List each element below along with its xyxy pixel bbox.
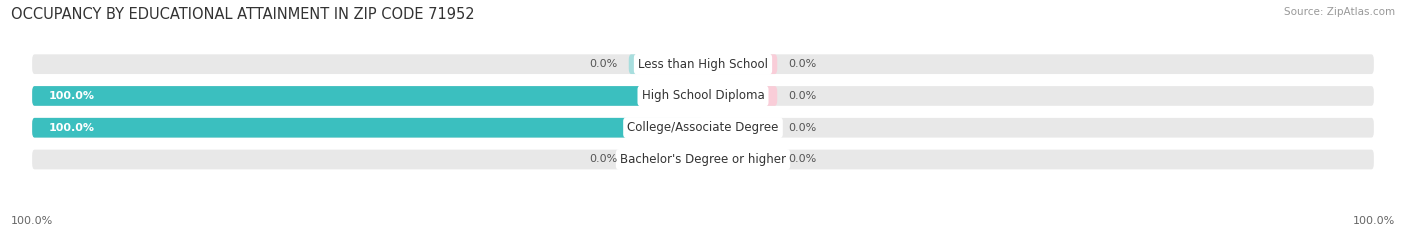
FancyBboxPatch shape <box>32 54 1374 74</box>
FancyBboxPatch shape <box>32 118 1374 137</box>
Text: High School Diploma: High School Diploma <box>641 89 765 103</box>
Text: 100.0%: 100.0% <box>1353 216 1395 226</box>
Text: 0.0%: 0.0% <box>787 154 817 164</box>
FancyBboxPatch shape <box>703 118 778 137</box>
FancyBboxPatch shape <box>32 118 703 137</box>
Text: 100.0%: 100.0% <box>11 216 53 226</box>
FancyBboxPatch shape <box>32 150 1374 169</box>
FancyBboxPatch shape <box>32 86 703 106</box>
Text: Less than High School: Less than High School <box>638 58 768 71</box>
Text: 0.0%: 0.0% <box>589 154 619 164</box>
FancyBboxPatch shape <box>628 54 703 74</box>
Text: 0.0%: 0.0% <box>787 59 817 69</box>
Text: 0.0%: 0.0% <box>787 123 817 133</box>
FancyBboxPatch shape <box>32 86 1374 106</box>
Text: College/Associate Degree: College/Associate Degree <box>627 121 779 134</box>
Legend: Owner-occupied, Renter-occupied: Owner-occupied, Renter-occupied <box>586 230 820 233</box>
Text: Bachelor's Degree or higher: Bachelor's Degree or higher <box>620 153 786 166</box>
FancyBboxPatch shape <box>628 150 703 169</box>
Text: 100.0%: 100.0% <box>48 123 94 133</box>
Text: 100.0%: 100.0% <box>48 91 94 101</box>
Text: 0.0%: 0.0% <box>787 91 817 101</box>
FancyBboxPatch shape <box>703 54 778 74</box>
Text: 0.0%: 0.0% <box>589 59 619 69</box>
FancyBboxPatch shape <box>703 86 778 106</box>
FancyBboxPatch shape <box>703 150 778 169</box>
Text: OCCUPANCY BY EDUCATIONAL ATTAINMENT IN ZIP CODE 71952: OCCUPANCY BY EDUCATIONAL ATTAINMENT IN Z… <box>11 7 475 22</box>
Text: Source: ZipAtlas.com: Source: ZipAtlas.com <box>1284 7 1395 17</box>
